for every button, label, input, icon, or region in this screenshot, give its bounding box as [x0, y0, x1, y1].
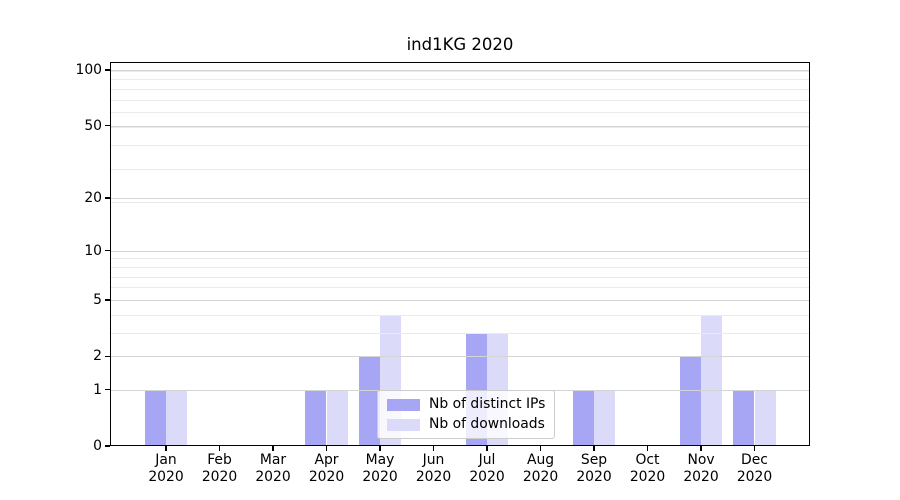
y-tick-label-1: 1 [93, 381, 102, 398]
bar-nb-of-downloads-dec-2020 [754, 389, 776, 446]
x-tick [700, 446, 702, 451]
gridline-minor [111, 145, 809, 147]
y-tick-label-100: 100 [75, 62, 102, 78]
gridline-major [111, 197, 809, 199]
gridline-minor [111, 99, 809, 101]
gridline-minor [111, 333, 809, 335]
x-tick [486, 446, 488, 451]
gridline-minor [111, 314, 809, 316]
x-tick [539, 446, 542, 451]
gridline-minor [111, 201, 809, 203]
x-tick-label-apr-2020: Apr 2020 [308, 452, 345, 485]
x-tick [593, 446, 595, 451]
x-tick [218, 446, 221, 451]
y-tick-label-0: 0 [93, 438, 102, 454]
bar-nb-of-downloads-apr-2020 [326, 389, 348, 446]
bar-nb-of-downloads-nov-2020 [701, 314, 723, 446]
legend: Nb of distinct IPs Nb of downloads [377, 390, 556, 439]
gridline-major [111, 70, 809, 71]
gridline-major [111, 125, 809, 127]
bar-nb-of-downloads-jan-2020 [166, 389, 188, 446]
distinct-ips-swatch [387, 398, 420, 411]
x-tick [379, 446, 381, 451]
y-tick [105, 445, 110, 447]
y-tick [105, 299, 110, 301]
x-tick [325, 446, 328, 451]
gridline-minor [111, 287, 809, 289]
y-tick [105, 250, 110, 252]
x-tick-label-nov-2020: Nov 2020 [683, 452, 719, 485]
x-tick-label-may-2020: May 2020 [362, 452, 398, 485]
x-tick [753, 446, 756, 451]
bar-nb-of-distinct-ips-jan-2020 [144, 389, 166, 446]
legend-label-downloads: Nb of downloads [429, 416, 545, 432]
gridline-minor [111, 79, 809, 81]
y-tick-label-5: 5 [93, 292, 102, 309]
y-tick [105, 125, 110, 127]
gridline-minor [111, 112, 809, 114]
x-tick-label-jan-2020: Jan 2020 [148, 452, 184, 485]
gridline-minor [111, 70, 809, 72]
bar-nb-of-distinct-ips-apr-2020 [305, 389, 327, 446]
gridline-minor [111, 168, 809, 170]
y-tick-label-2: 2 [93, 348, 102, 365]
y-tick [105, 197, 110, 199]
legend-item-distinct-ips: Nb of distinct IPs [387, 396, 545, 413]
y-tick-label-50: 50 [84, 117, 102, 134]
y-tick [105, 388, 110, 391]
x-tick-label-mar-2020: Mar 2020 [255, 452, 291, 485]
gridline-minor [111, 88, 809, 90]
gridline-major [111, 300, 809, 302]
x-tick [646, 446, 649, 451]
bar-nb-of-distinct-ips-dec-2020 [733, 389, 755, 446]
x-tick-label-jul-2020: Jul 2020 [469, 452, 505, 485]
gridline-minor [111, 258, 809, 260]
chart-title: ind1KG 2020 [406, 35, 514, 54]
x-tick-label-oct-2020: Oct 2020 [629, 452, 666, 485]
bar-nb-of-distinct-ips-sep-2020 [572, 389, 594, 446]
legend-label-distinct-ips: Nb of distinct IPs [429, 396, 546, 412]
x-tick [272, 446, 274, 451]
y-tick-label-20: 20 [84, 189, 102, 206]
x-tick-label-dec-2020: Dec 2020 [736, 452, 773, 485]
x-tick-label-sep-2020: Sep 2020 [576, 452, 612, 485]
x-tick [432, 446, 435, 451]
bar-nb-of-distinct-ips-may-2020 [358, 356, 380, 446]
x-tick-label-feb-2020: Feb 2020 [201, 452, 238, 485]
gridline-minor [111, 266, 809, 268]
bar-nb-of-distinct-ips-nov-2020 [679, 356, 701, 446]
gridline-minor [111, 276, 809, 278]
bar-nb-of-downloads-sep-2020 [594, 389, 616, 446]
x-tick [165, 446, 167, 451]
y-tick [105, 69, 110, 71]
x-tick-label-jun-2020: Jun 2020 [415, 452, 452, 485]
gridline-major [111, 250, 809, 252]
gridline-minor [111, 127, 809, 129]
legend-item-downloads: Nb of downloads [387, 416, 545, 433]
x-tick-label-aug-2020: Aug 2020 [522, 452, 559, 485]
gridline-major [111, 356, 809, 358]
y-tick [105, 355, 110, 358]
downloads-swatch [387, 418, 420, 431]
y-tick-label-10: 10 [84, 242, 102, 259]
